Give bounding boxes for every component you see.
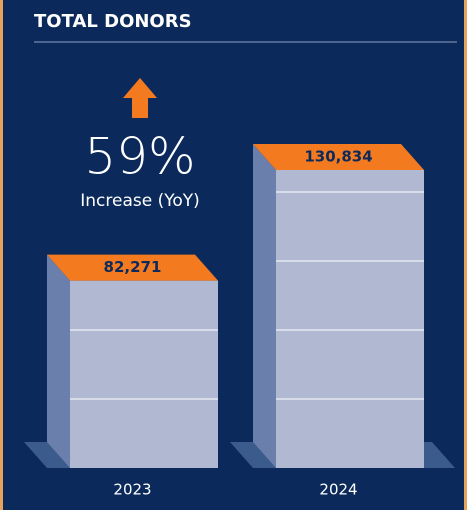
annotation-caption: Increase (YoY) [80, 191, 200, 211]
bar-cap [47, 254, 218, 281]
bar-cap [253, 144, 424, 170]
edge-stripe [0, 0, 3, 510]
value-label: 130,834 [304, 148, 372, 166]
bar-side [253, 144, 276, 468]
arrow-head [123, 78, 157, 98]
chart-title: TOTAL DONORS [34, 11, 192, 32]
annotation-percent: 59% [84, 128, 195, 186]
edge-stripe [464, 0, 467, 510]
bar [70, 280, 218, 468]
bar-side [47, 254, 70, 468]
arrow-shaft [132, 96, 148, 118]
x-tick-label: 2023 [113, 481, 151, 499]
bar [276, 170, 424, 468]
x-tick-label: 2024 [319, 481, 357, 499]
value-label: 82,271 [104, 258, 162, 276]
